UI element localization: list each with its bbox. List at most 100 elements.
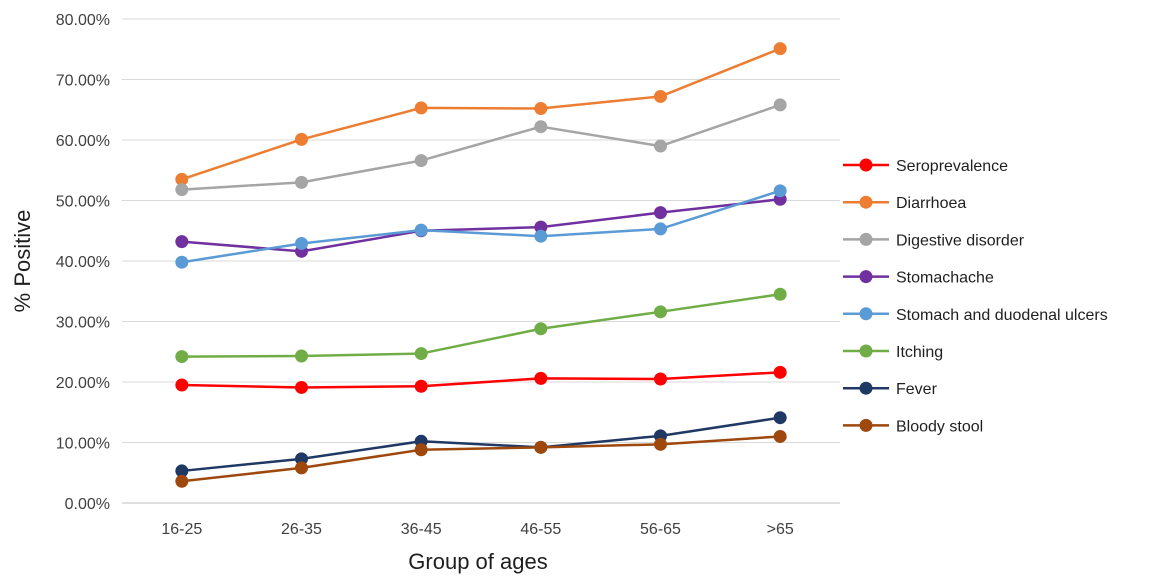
- series-line: [181, 189, 781, 264]
- legend-marker: [859, 195, 873, 209]
- data-point: [534, 120, 548, 134]
- data-point: [414, 223, 428, 237]
- data-point: [414, 379, 428, 393]
- data-point: [175, 464, 189, 478]
- legend-marker: [859, 307, 873, 321]
- legend-label: Bloody stool: [896, 418, 983, 435]
- y-tick-label: 70.00%: [56, 73, 110, 90]
- legend-marker: [859, 158, 873, 172]
- legend-item: Bloody stool: [843, 418, 983, 435]
- data-point: [295, 175, 308, 189]
- x-tick-label: 36-45: [401, 521, 442, 538]
- data-point: [773, 429, 787, 443]
- series-line: [181, 293, 781, 358]
- data-point: [773, 365, 787, 379]
- data-point: [654, 437, 667, 451]
- data-point: [175, 235, 189, 249]
- legend-label: Digestive disorder: [896, 232, 1025, 249]
- legend-item: Digestive disorder: [843, 232, 1025, 249]
- data-point: [773, 184, 787, 198]
- series-line: [181, 47, 781, 181]
- data-point: [534, 440, 548, 454]
- legend-marker: [859, 418, 873, 432]
- series-line: [181, 435, 781, 483]
- y-tick-label: 10.00%: [56, 436, 110, 453]
- x-tick-label: 46-55: [520, 521, 561, 538]
- legend-item: Stomachache: [843, 270, 994, 287]
- data-point: [175, 183, 189, 197]
- x-tick-label: 56-65: [640, 521, 681, 538]
- legend-label: Stomach and duodenal ulcers: [896, 307, 1108, 324]
- legend-marker: [859, 232, 873, 246]
- legend-marker: [859, 381, 873, 395]
- y-axis-ticks: 0.00% 10.00% 20.00% 30.00% 40.00% 50.00% 60.00…: [56, 12, 110, 513]
- y-tick-label: 80.00%: [56, 12, 110, 29]
- data-point: [414, 347, 428, 361]
- legend-label: Fever: [896, 381, 938, 398]
- series-line: [181, 371, 781, 389]
- series-diarrhoea: [175, 42, 787, 186]
- data-point: [773, 98, 787, 112]
- data-point: [175, 255, 189, 269]
- data-point: [175, 474, 189, 488]
- y-tick-label: 40.00%: [56, 254, 110, 271]
- data-point: [654, 139, 667, 153]
- legend-item: Seroprevalence: [843, 158, 1008, 175]
- legend-label: Itching: [896, 344, 943, 361]
- series-seroprevalence: [175, 365, 787, 394]
- legend-label: Seroprevalence: [896, 158, 1008, 175]
- legend-item: Itching: [843, 344, 943, 361]
- data-point: [414, 101, 428, 115]
- data-point: [654, 89, 667, 103]
- data-point: [654, 372, 667, 386]
- data-point: [175, 350, 189, 364]
- series-fever: [175, 411, 787, 478]
- series-digestive-disorder: [175, 98, 787, 197]
- data-point: [414, 154, 428, 168]
- data-point: [295, 461, 308, 475]
- x-tick-label: 26-35: [281, 521, 322, 538]
- legend-item: Diarrhoea: [843, 195, 966, 212]
- y-tick-label: 0.00%: [65, 496, 110, 513]
- legend-item: Stomach and duodenal ulcers: [843, 307, 1108, 324]
- y-tick-label: 60.00%: [56, 133, 110, 150]
- data-point: [654, 222, 667, 236]
- data-point: [175, 172, 189, 186]
- series-itching: [175, 287, 787, 364]
- data-point: [534, 229, 548, 243]
- series-group: [175, 42, 787, 488]
- x-axis-title: Group of ages: [408, 549, 547, 574]
- data-point: [654, 305, 667, 319]
- y-tick-label: 20.00%: [56, 375, 110, 392]
- x-axis-ticks: 16-25 26-35 36-45 46-55 56-65 >65: [161, 521, 793, 538]
- y-tick-label: 30.00%: [56, 315, 110, 332]
- x-tick-label: >65: [767, 521, 794, 538]
- series-stomach-and-duodenal-ulcers: [175, 184, 787, 269]
- gridlines: [122, 18, 840, 443]
- data-point: [773, 411, 787, 425]
- legend-marker: [859, 344, 873, 358]
- legend-label: Diarrhoea: [896, 195, 966, 212]
- data-point: [534, 371, 548, 385]
- data-point: [654, 206, 667, 220]
- series-line: [181, 198, 781, 253]
- series-line: [181, 416, 781, 473]
- data-point: [175, 378, 189, 392]
- legend-item: Fever: [843, 381, 938, 398]
- data-point: [295, 452, 308, 466]
- legend-label: Stomachache: [896, 270, 994, 287]
- data-point: [773, 42, 787, 56]
- series-bloody-stool: [175, 429, 787, 488]
- data-point: [534, 102, 548, 116]
- legend: Seroprevalence Diarrhoea Digestive disorde…: [843, 158, 1108, 435]
- data-point: [295, 380, 308, 394]
- data-point: [534, 322, 548, 336]
- data-point: [414, 443, 428, 457]
- data-point: [534, 220, 548, 234]
- x-tick-label: 16-25: [161, 521, 202, 538]
- series-line: [181, 103, 781, 191]
- legend-marker: [859, 270, 873, 284]
- data-point: [295, 132, 308, 146]
- y-axis-title: % Positive: [10, 210, 35, 313]
